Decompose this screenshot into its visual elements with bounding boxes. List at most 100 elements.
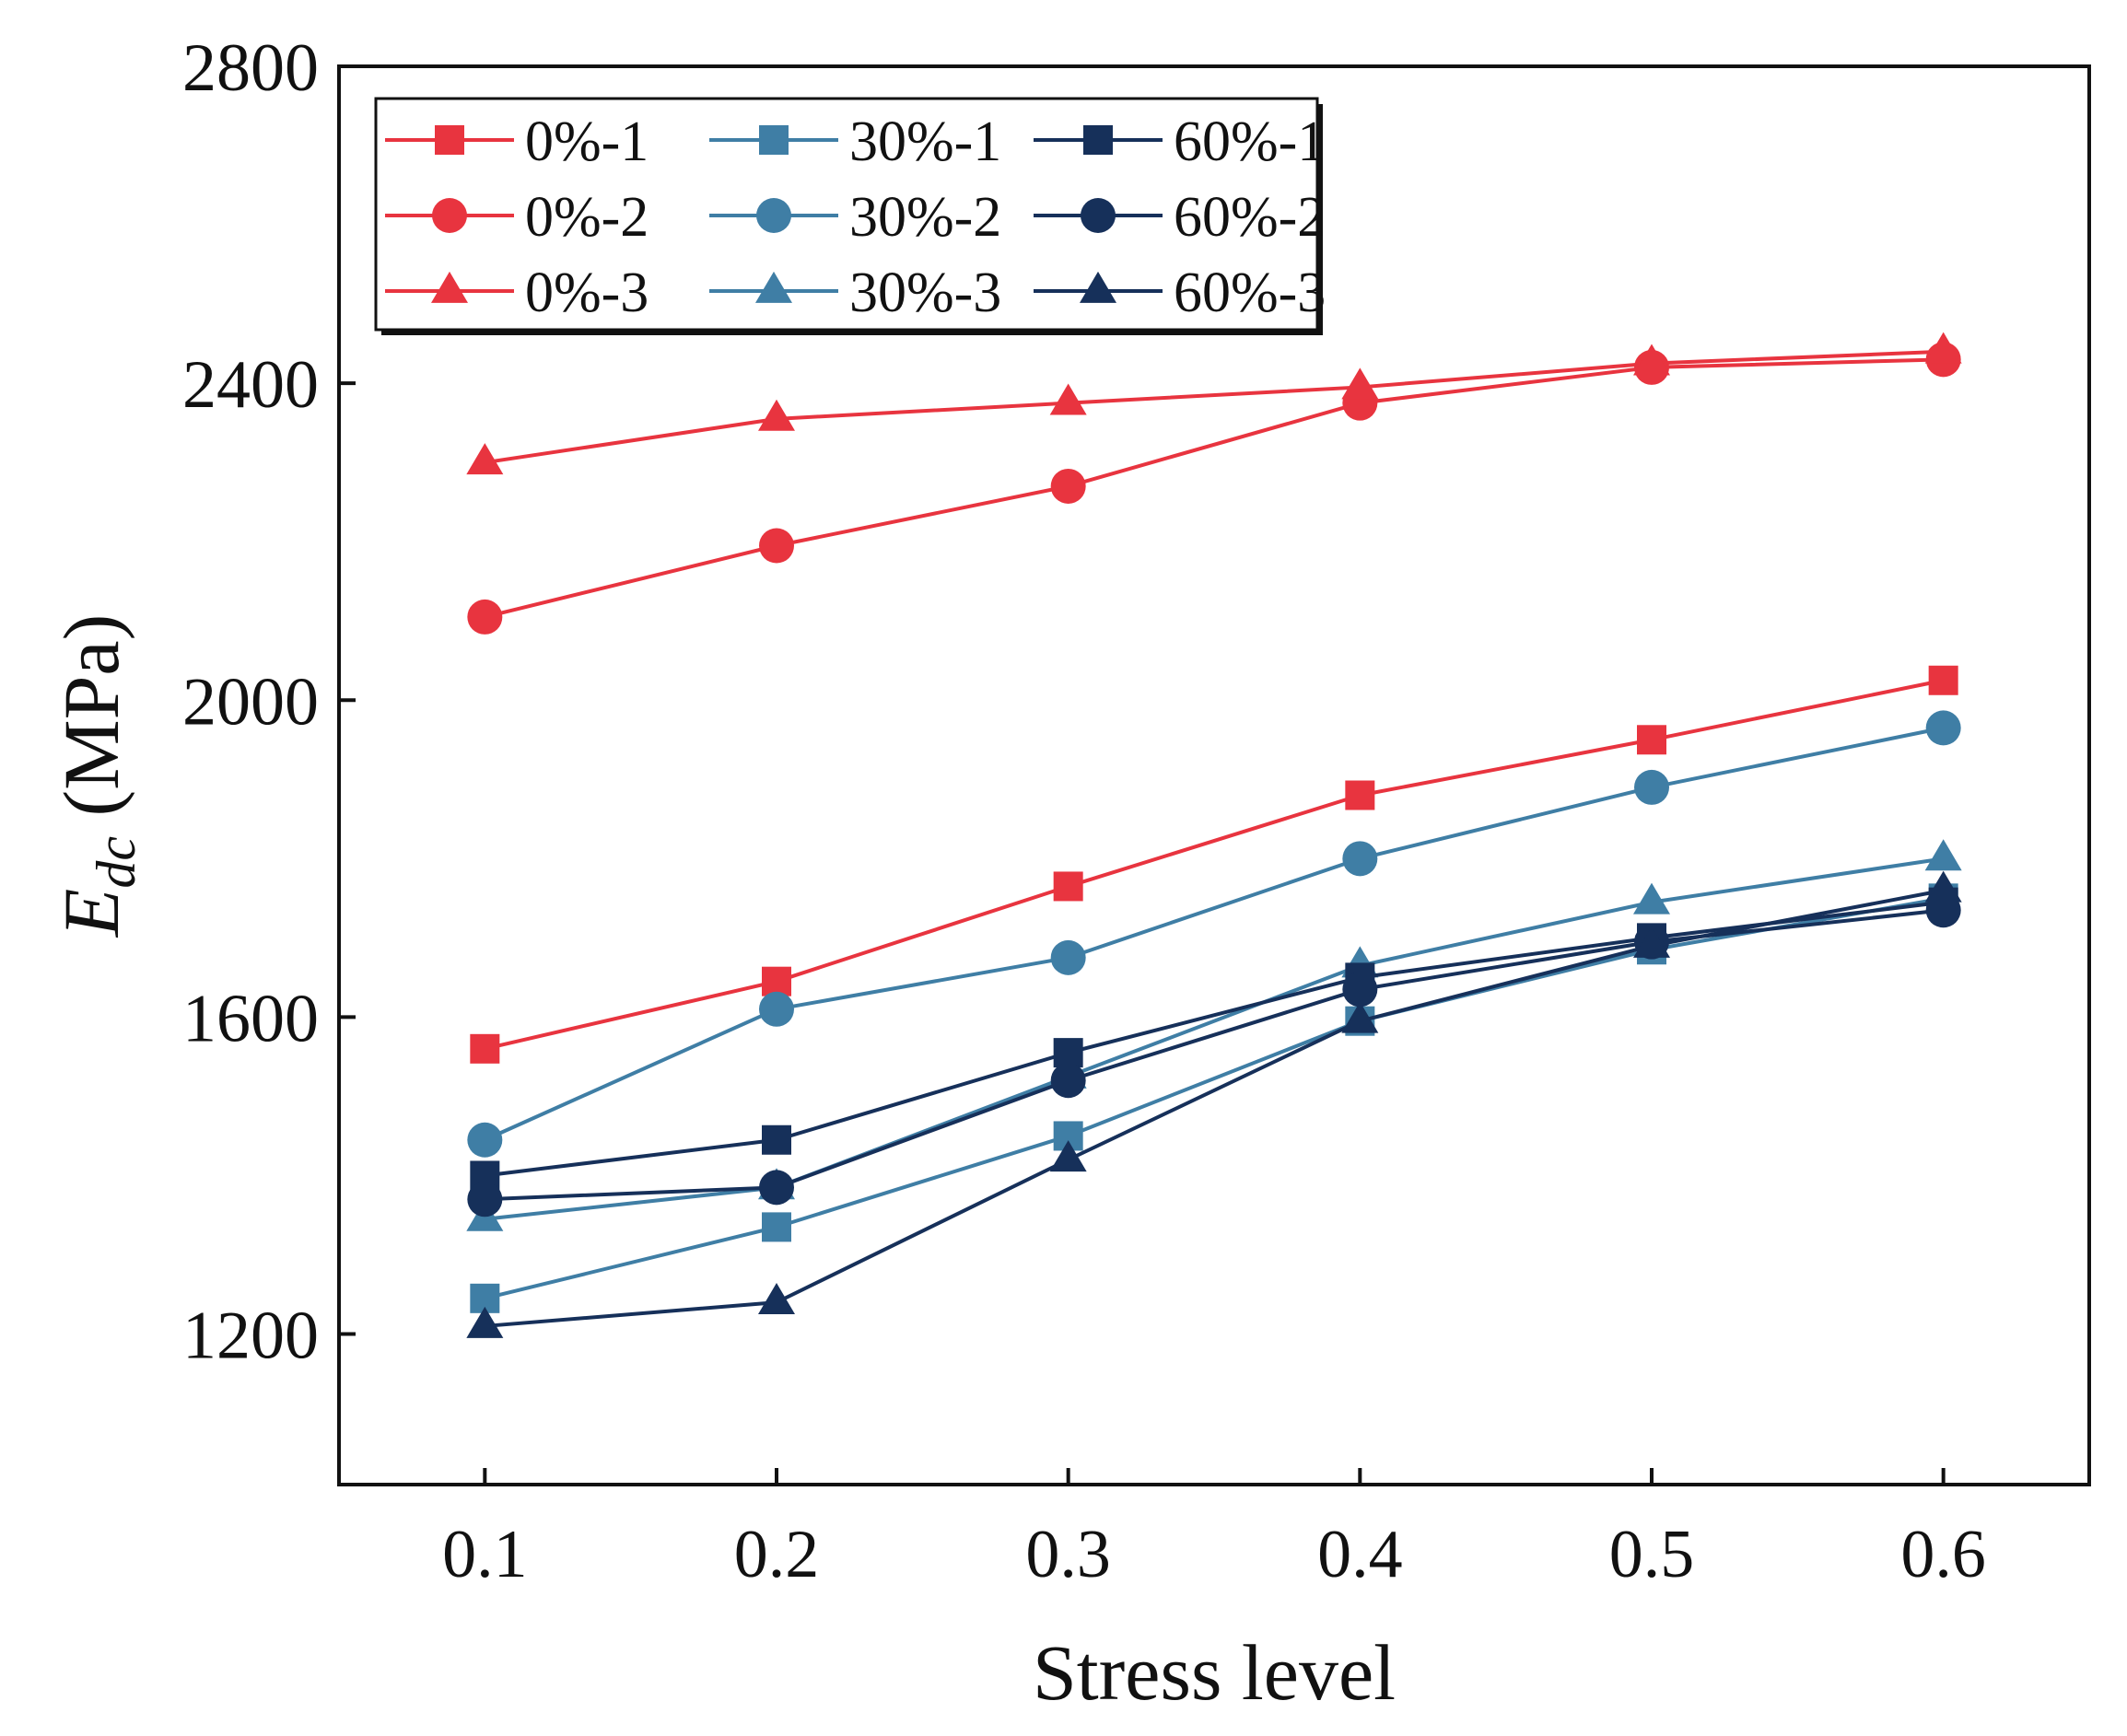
data-point <box>1634 769 1669 805</box>
legend-marker <box>432 198 467 233</box>
series-line <box>485 856 1944 1221</box>
series-line <box>485 888 1945 1328</box>
legend-item: 30%-2 <box>709 186 1001 249</box>
data-point <box>1928 665 1958 695</box>
x-tick-label: 0.3 <box>1025 1517 1111 1592</box>
data-point <box>1341 1001 1379 1033</box>
series-0%-3 <box>466 332 1962 475</box>
legend-item: 60%-1 <box>1034 111 1326 173</box>
series-0%-2 <box>467 342 1961 635</box>
data-point <box>470 1033 500 1064</box>
legend-label: 60%-3 <box>1174 262 1326 324</box>
data-point <box>758 399 795 431</box>
data-point <box>467 1122 503 1158</box>
x-tick-label: 0.5 <box>1609 1517 1695 1592</box>
data-point <box>1341 367 1379 400</box>
y-tick-label: 1200 <box>182 1299 319 1374</box>
data-point <box>1924 870 1962 903</box>
data-point <box>1342 972 1378 1008</box>
legend-item: 30%-3 <box>709 262 1001 324</box>
y-tick-label: 2400 <box>182 347 319 423</box>
legend-item: 0%-2 <box>385 186 649 249</box>
data-point <box>1342 841 1378 877</box>
legend-item: 0%-3 <box>385 262 649 324</box>
axis-ticks: 0.1 0.2 0.3 0.4 0.5 0.6 1200 1600 2000 2400 2800 <box>182 30 1986 1592</box>
series-lines <box>466 332 1962 1338</box>
legend-marker <box>431 271 468 303</box>
series-60%-3 <box>466 870 1962 1338</box>
legend-marker <box>435 125 464 155</box>
data-point <box>759 991 794 1027</box>
data-point <box>1050 1063 1086 1099</box>
legend-item: 60%-3 <box>1034 262 1326 324</box>
data-point <box>1637 725 1666 755</box>
data-point <box>1049 1140 1087 1172</box>
series-line <box>484 726 1945 1142</box>
y-axis-title: Edc (MPa) <box>47 614 146 938</box>
data-point <box>1049 383 1087 415</box>
legend-label: 60%-2 <box>1174 186 1326 249</box>
plot-frame <box>337 64 2091 1486</box>
data-point <box>1924 332 1962 364</box>
series-30%-2 <box>467 710 1961 1158</box>
y-axis-unit: (MPa) <box>47 614 135 836</box>
legend: 0%-1 0%-2 0%-3 30%-1 30%-2 30%-3 60%-1 60%-2 60%… <box>374 97 1326 335</box>
y-axis-subscript: dc <box>86 836 146 889</box>
x-tick-label: 0.4 <box>1317 1517 1403 1592</box>
legend-item: 60%-2 <box>1034 186 1326 249</box>
data-point <box>762 966 791 996</box>
series-line <box>484 678 1945 1051</box>
x-tick-label: 0.2 <box>734 1517 820 1592</box>
series-line <box>485 908 1944 1202</box>
series-line <box>484 357 1944 619</box>
series-30%-1 <box>470 883 1958 1313</box>
series-line <box>484 896 1945 1300</box>
data-point <box>1633 882 1670 915</box>
legend-label: 30%-1 <box>849 111 1001 173</box>
series-60%-2 <box>467 892 1961 1218</box>
data-point <box>466 443 504 475</box>
data-point <box>759 1170 794 1206</box>
legend-label: 30%-3 <box>849 262 1001 324</box>
legend-marker <box>1081 198 1116 233</box>
legend-item: 30%-1 <box>709 111 1001 173</box>
data-point <box>762 1212 791 1242</box>
data-point <box>1633 344 1670 376</box>
data-point <box>467 599 503 635</box>
legend-marker <box>1080 271 1116 303</box>
legend-label: 60%-1 <box>1174 111 1326 173</box>
y-tick-label: 2000 <box>182 664 319 740</box>
legend-label: 30%-2 <box>849 186 1001 249</box>
data-point <box>1050 468 1086 504</box>
data-point <box>467 1182 503 1218</box>
series-line <box>485 900 1944 1178</box>
data-point <box>1925 710 1961 746</box>
y-axis-symbol: E <box>47 889 135 939</box>
legend-marker <box>1083 125 1113 155</box>
series-0%-1 <box>470 665 1958 1064</box>
data-point <box>1924 839 1962 871</box>
data-point <box>1633 926 1670 958</box>
data-point <box>466 1306 504 1338</box>
x-axis-title: Stress level <box>1033 1628 1396 1717</box>
data-point <box>1053 871 1083 902</box>
data-point <box>758 1283 795 1315</box>
legend-item: 0%-1 <box>385 111 649 173</box>
y-tick-label: 1600 <box>182 981 319 1056</box>
x-tick-label: 0.6 <box>1900 1517 1986 1592</box>
legend-marker <box>756 198 791 233</box>
legend-label: 0%-2 <box>525 186 649 249</box>
data-point <box>1345 780 1375 810</box>
data-point <box>762 1124 791 1155</box>
series-line <box>485 349 1944 465</box>
data-point <box>1053 1038 1083 1068</box>
data-point <box>759 528 794 564</box>
legend-label: 0%-1 <box>525 111 649 173</box>
legend-marker <box>759 125 789 155</box>
data-point <box>1050 939 1086 975</box>
y-tick-label: 2800 <box>182 30 319 106</box>
legend-label: 0%-3 <box>525 262 649 324</box>
legend-marker <box>755 271 792 303</box>
x-tick-label: 0.1 <box>442 1517 528 1592</box>
